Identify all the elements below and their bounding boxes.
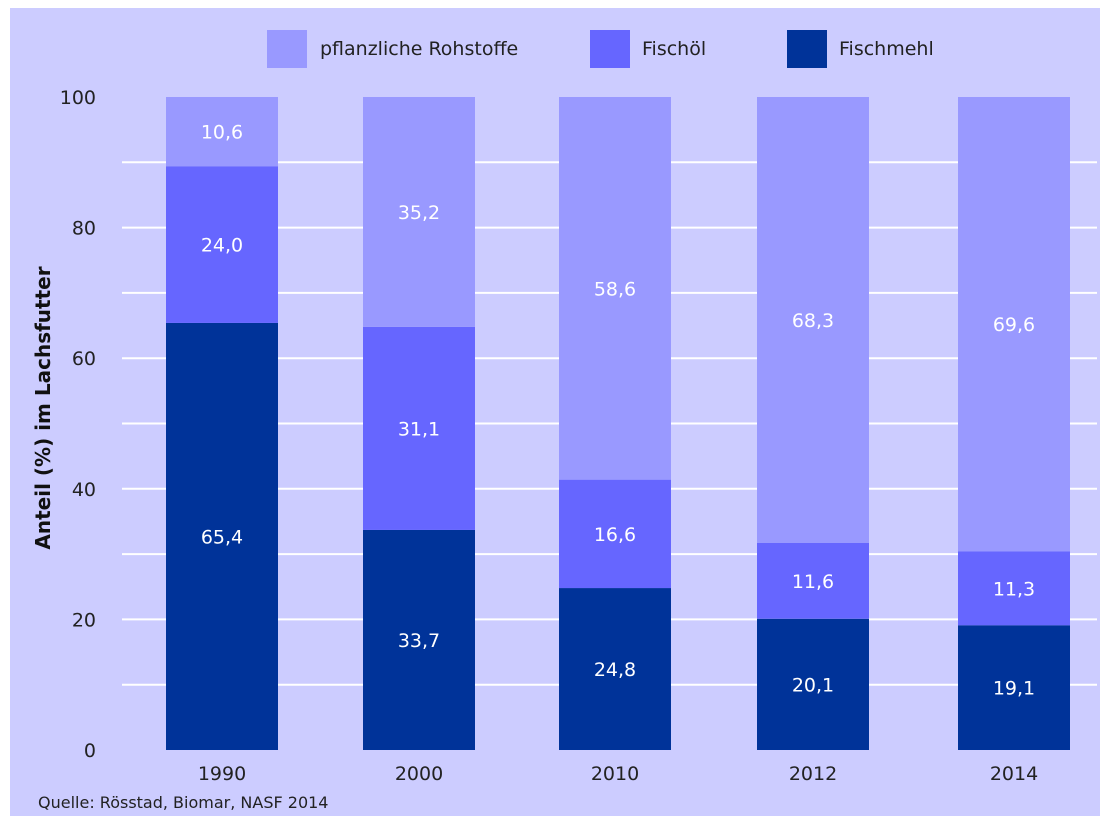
x-category-label: 2014: [990, 763, 1038, 785]
legend-swatch: [267, 30, 307, 68]
y-tick-label: 20: [72, 609, 96, 631]
data-label: 16,6: [594, 524, 636, 546]
legend-swatch: [590, 30, 630, 68]
source-note: Quelle: Rösstad, Biomar, NASF 2014: [38, 793, 328, 812]
y-tick-label: 100: [60, 87, 96, 109]
x-category-label: 2010: [591, 763, 639, 785]
y-axis-label: Anteil (%) im Lachsfutter: [31, 266, 55, 549]
data-label: 58,6: [594, 278, 636, 300]
legend-label: Fischöl: [642, 38, 706, 60]
data-label: 24,8: [594, 659, 636, 681]
y-tick-label: 40: [72, 479, 96, 501]
data-label: 35,2: [398, 202, 440, 224]
data-label: 11,3: [993, 578, 1035, 600]
data-label: 10,6: [201, 122, 243, 144]
legend-label: Fischmehl: [839, 38, 934, 60]
x-category-label: 1990: [198, 763, 246, 785]
data-label: 31,1: [398, 418, 440, 440]
y-tick-label: 0: [84, 740, 96, 762]
data-label: 11,6: [792, 571, 834, 593]
data-label: 69,6: [993, 314, 1035, 336]
y-tick-label: 80: [72, 218, 96, 240]
x-category-label: 2000: [395, 763, 443, 785]
data-label: 24,0: [201, 235, 243, 257]
data-label: 19,1: [993, 678, 1035, 700]
data-label: 65,4: [201, 526, 243, 548]
legend-swatch: [787, 30, 827, 68]
x-category-label: 2012: [789, 763, 837, 785]
y-tick-label: 60: [72, 348, 96, 370]
data-label: 68,3: [792, 310, 834, 332]
legend-label: pflanzliche Rohstoffe: [320, 38, 518, 60]
data-label: 33,7: [398, 630, 440, 652]
data-label: 20,1: [792, 674, 834, 696]
